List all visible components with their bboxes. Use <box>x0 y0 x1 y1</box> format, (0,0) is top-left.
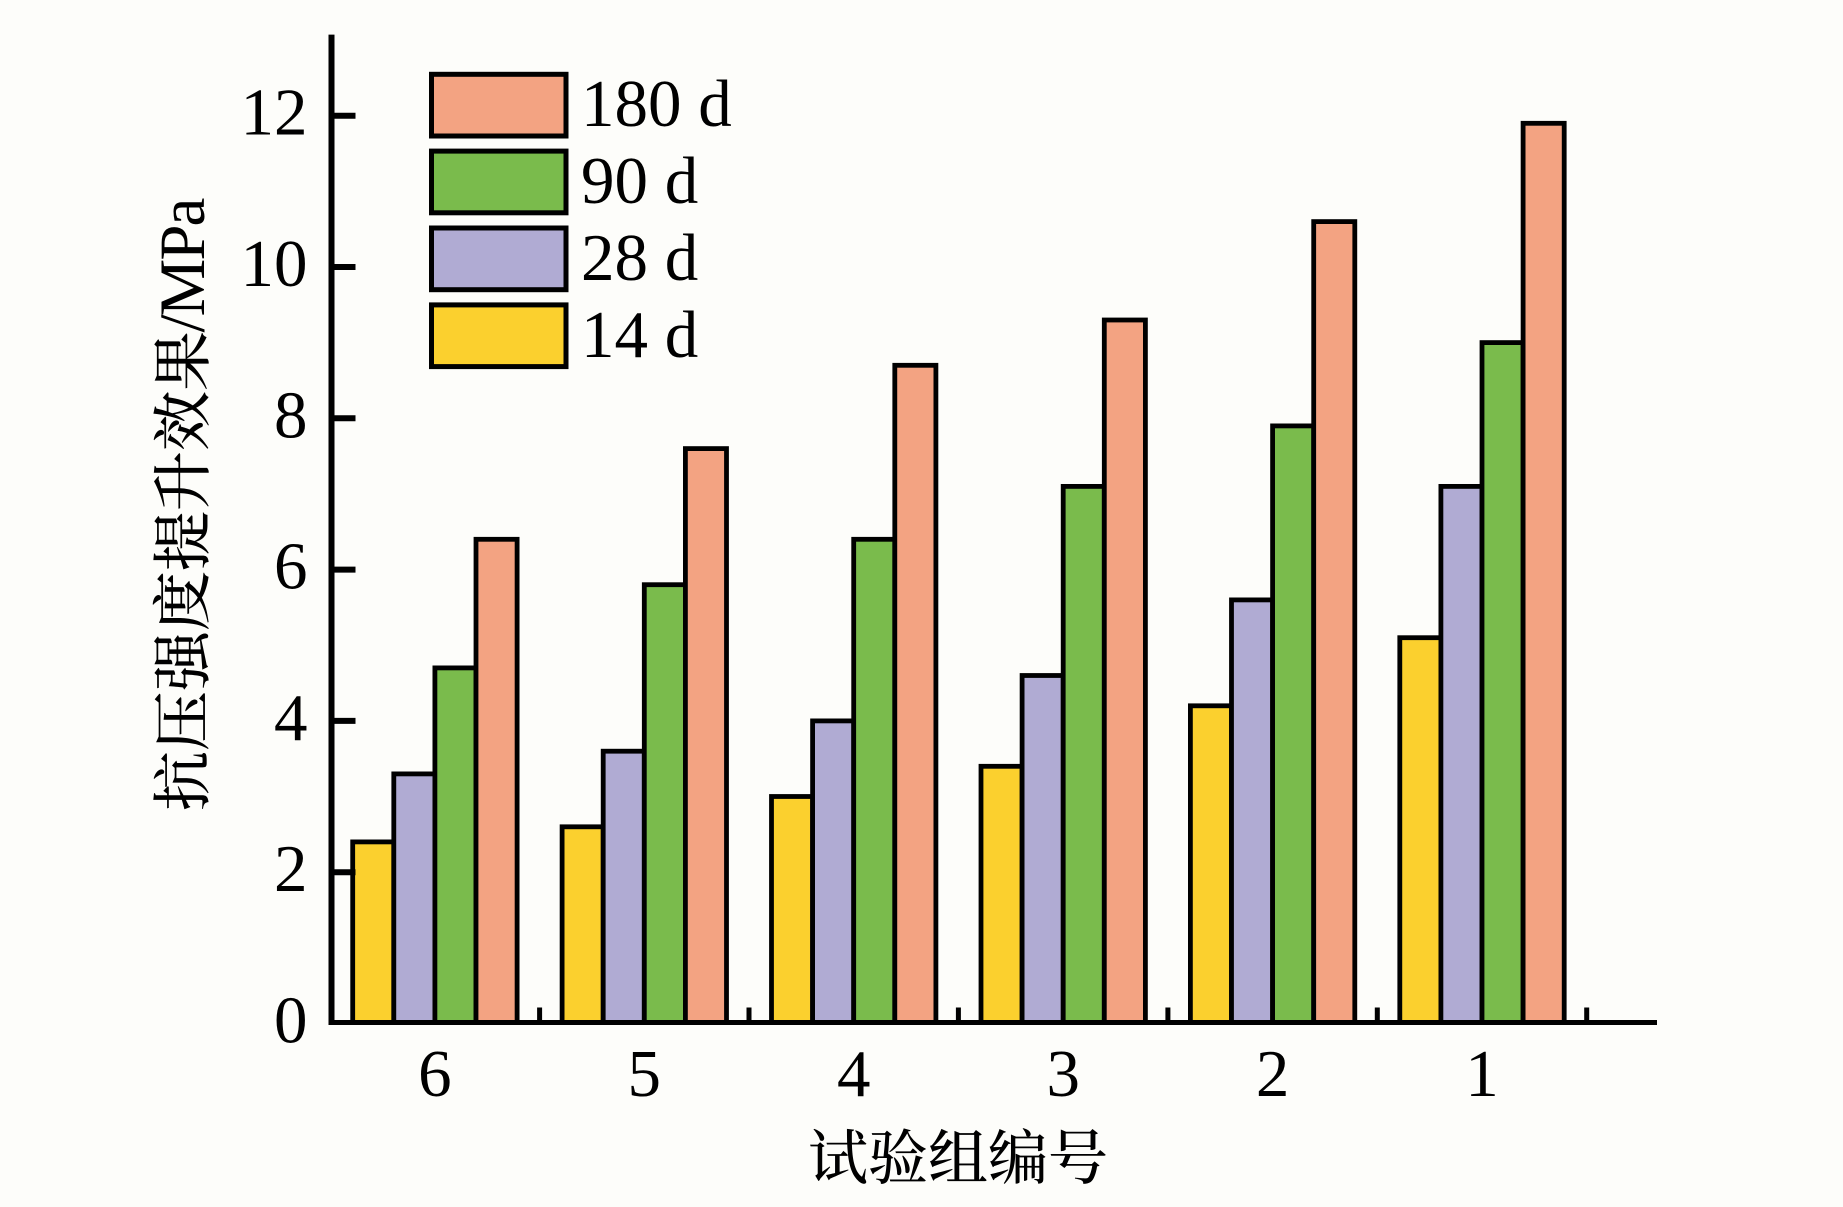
svg-text:2: 2 <box>274 832 308 906</box>
svg-text:4: 4 <box>274 681 308 755</box>
svg-text:4: 4 <box>837 1037 871 1111</box>
svg-text:/MPa: /MPa <box>147 198 219 332</box>
svg-text:3: 3 <box>1046 1037 1080 1111</box>
svg-text:12: 12 <box>241 76 308 150</box>
svg-text:6: 6 <box>274 530 308 604</box>
svg-text:14 d: 14 d <box>581 298 698 372</box>
svg-text:180 d: 180 d <box>581 67 732 141</box>
svg-text:0: 0 <box>274 984 308 1058</box>
svg-text:2: 2 <box>1256 1037 1290 1111</box>
svg-text:28 d: 28 d <box>581 221 698 295</box>
svg-text:90 d: 90 d <box>581 144 698 218</box>
svg-text:5: 5 <box>628 1037 662 1111</box>
svg-text:8: 8 <box>274 378 308 452</box>
svg-text:1: 1 <box>1465 1037 1499 1111</box>
svg-text:10: 10 <box>241 227 308 301</box>
svg-text:6: 6 <box>418 1037 452 1111</box>
